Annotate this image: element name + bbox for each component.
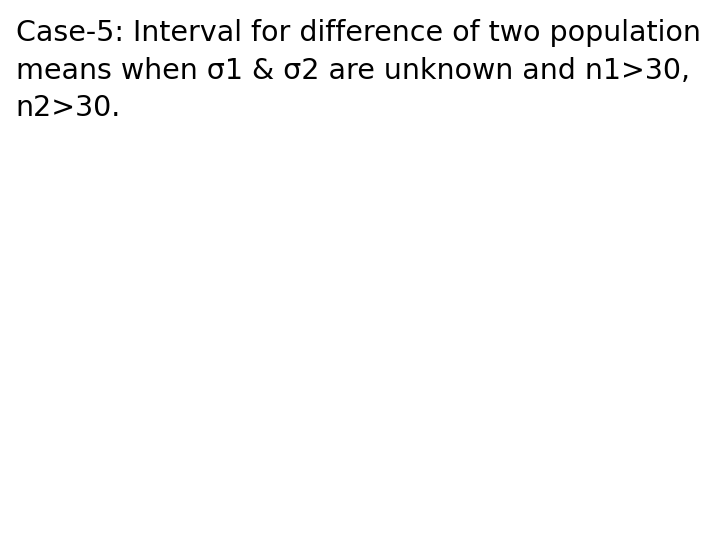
Text: means when σ1 & σ2 are unknown and n1>30,: means when σ1 & σ2 are unknown and n1>30… — [16, 57, 690, 85]
Text: Case-5: Interval for difference of two population: Case-5: Interval for difference of two p… — [16, 19, 701, 47]
Text: n2>30.: n2>30. — [16, 94, 121, 123]
